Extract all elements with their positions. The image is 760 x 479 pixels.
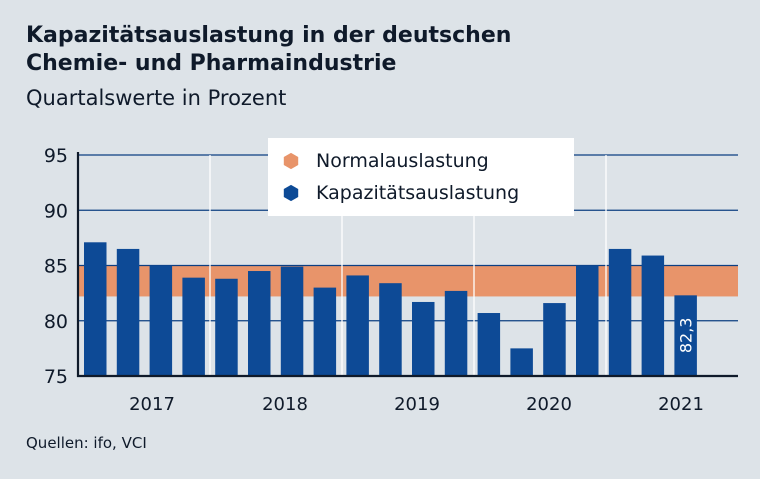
y-tick-label: 80 [44, 311, 68, 333]
legend-item-capacity: Kapazitätsauslastung [282, 182, 519, 204]
bar [444, 290, 468, 376]
legend: Normalauslastung Kapazitätsauslastung [268, 138, 574, 216]
bar [346, 275, 369, 376]
bar [248, 271, 271, 376]
bar [674, 295, 697, 376]
source-note: Quellen: ifo, VCI [26, 434, 147, 452]
bar [576, 265, 599, 376]
bar [182, 277, 205, 376]
bar [149, 265, 173, 376]
normal-band [78, 265, 738, 297]
y-tick-label: 85 [44, 256, 68, 278]
x-tick-label: 2018 [262, 394, 308, 415]
bar [477, 313, 501, 376]
x-tick-label: 2017 [129, 394, 175, 415]
bar [215, 278, 238, 376]
bar [280, 266, 304, 376]
chart-title-line1: Kapazitätsauslastung in der deutschen [26, 23, 512, 48]
y-tick-label: 90 [44, 200, 68, 222]
legend-label-normal: Normalauslastung [316, 150, 489, 172]
chart-title: Kapazitätsauslastung in der deutschen Ch… [26, 22, 511, 78]
bar [412, 301, 435, 376]
data-label: 82,3 [677, 318, 696, 354]
bar [379, 283, 402, 376]
chart-title-line2: Chemie- und Pharmaindustrie [26, 51, 397, 76]
bar [84, 242, 107, 376]
hexagon-icon [283, 152, 299, 170]
bar [510, 348, 533, 376]
chart-subtitle: Quartalswerte in Prozent [26, 86, 287, 110]
x-tick-label: 2021 [658, 394, 704, 415]
bar [116, 248, 140, 376]
bar [641, 255, 665, 376]
y-tick-label: 95 [44, 145, 68, 167]
x-tick-label: 2019 [394, 394, 440, 415]
hexagon-icon [283, 184, 299, 202]
bar [608, 248, 632, 376]
legend-label-capacity: Kapazitätsauslastung [316, 182, 520, 204]
legend-item-normal: Normalauslastung [282, 150, 489, 172]
x-tick-label: 2020 [526, 394, 572, 415]
bar [543, 303, 566, 376]
bar [313, 287, 337, 376]
y-tick-label: 75 [44, 366, 68, 388]
